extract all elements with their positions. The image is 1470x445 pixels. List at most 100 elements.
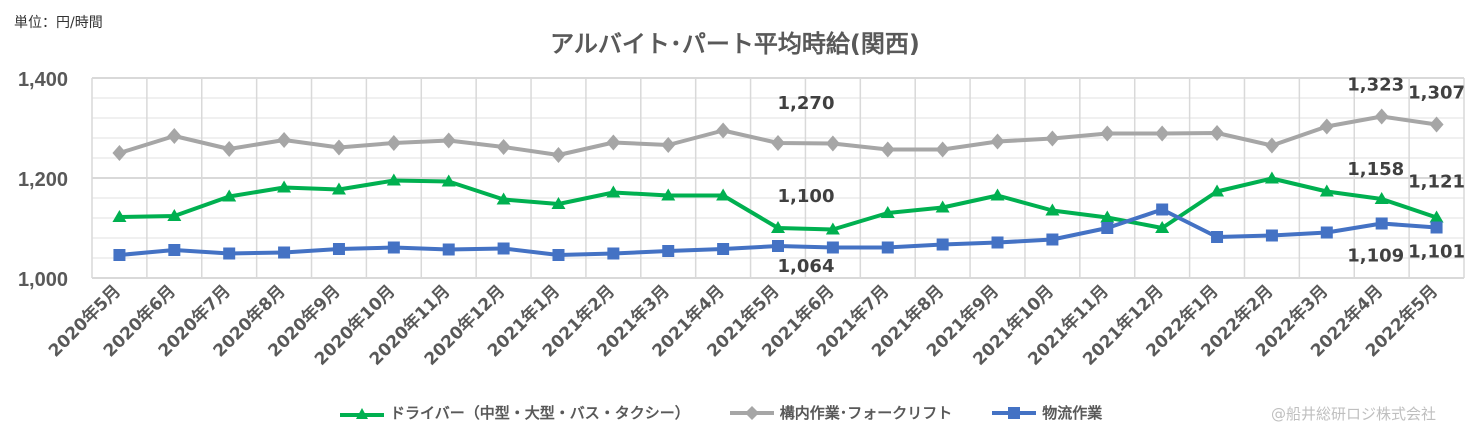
data-point-diamond [496,139,511,155]
data-point-square [991,236,1004,249]
data-label: 1,121 [1408,172,1465,193]
data-point-square [662,245,675,257]
data-point-triangle [1155,221,1170,233]
data-point-triangle [112,210,127,222]
square-marker-icon [992,406,1037,419]
legend-label: 物流作業 [1042,404,1103,422]
data-point-diamond [222,141,237,157]
data-point-triangle [1264,171,1279,184]
legend-label: 構内作業･フォークリフト [779,404,953,422]
data-point-diamond [1374,108,1389,125]
data-point-square [223,247,236,260]
legend-item-forklift[interactable]: 構内作業･フォークリフト [729,402,953,423]
data-point-square [1320,226,1333,239]
data-point-square [1430,221,1443,234]
legend-item-logistics[interactable]: 物流作業 [992,402,1102,423]
chart-title: アルバイト･パート平均時給(関西) [550,30,920,58]
data-label: 1,158 [1347,159,1404,180]
data-point-diamond [771,135,785,151]
diamond-marker-icon [729,405,774,420]
data-label: 1,100 [778,186,835,207]
unit-label: 単位：円/時間 [14,15,103,31]
data-point-diamond [1210,125,1225,141]
data-point-triangle [990,188,1005,201]
data-label: 1,307 [1408,83,1465,104]
data-point-square [1375,217,1388,230]
data-point-diamond [277,132,292,148]
data-point-triangle [496,192,511,205]
data-point-diamond [1100,125,1115,142]
data-point-square [387,241,400,254]
data-point-square [278,246,291,259]
data-point-diamond [1264,137,1279,154]
copyright-credit: @船井総研ロジ株式会社 [1270,405,1436,423]
data-point-triangle [1319,184,1334,197]
data-point-diamond [386,135,401,151]
data-point-triangle [1045,203,1060,216]
legend-item-driver[interactable]: ドライバー（中型・大型・バス・タクシー） [340,402,690,423]
data-label: 1,109 [1347,246,1404,267]
data-point-square [1156,203,1169,216]
data-point-triangle [441,174,456,187]
data-point-diamond [551,147,566,163]
data-point-triangle [1374,192,1389,204]
data-point-square [113,249,126,261]
data-point-triangle [880,206,895,218]
data-point-diamond [935,141,950,158]
data-point-diamond [167,128,182,144]
data-point-square [881,241,894,254]
data-point-diamond [880,141,895,158]
data-point-triangle [551,197,566,209]
data-point-square [607,247,620,260]
data-point-diamond [716,122,731,139]
y-tick-label: 1,200 [18,169,68,191]
data-label: 1,064 [778,256,835,277]
y-tick-label: 1,000 [18,269,68,291]
data-point-square [552,249,565,261]
data-point-square [1101,222,1114,234]
data-point-triangle [222,189,237,202]
data-point-triangle [1210,184,1225,197]
legend: ドライバー（中型・大型・バス・タクシー） 構内作業･フォークリフト 物流作業 [340,402,1102,423]
data-point-square [442,243,455,256]
y-tick-label: 1,400 [18,69,68,91]
legend-label: ドライバー（中型・大型・バス・タクシー） [390,404,690,422]
data-point-diamond [1319,118,1334,135]
data-point-triangle [825,222,840,235]
data-point-square [772,240,784,252]
data-point-triangle [661,188,676,201]
data-point-diamond [331,139,346,156]
data-point-triangle [935,200,950,213]
data-point-diamond [1155,125,1170,142]
data-point-triangle [1100,210,1115,223]
data-point-square [1046,233,1059,246]
data-point-square [1211,231,1224,243]
triangle-marker-icon [340,407,384,419]
data-point-square [936,238,949,251]
data-point-square [1265,229,1278,242]
data-point-triangle [386,173,401,186]
data-point-triangle [167,209,182,221]
data-point-diamond [1429,116,1444,133]
data-point-triangle [771,221,785,233]
data-point-square [826,241,839,254]
data-point-diamond [1045,130,1060,147]
data-point-diamond [825,135,840,152]
data-label: 1,101 [1408,242,1465,263]
data-point-diamond [112,145,127,161]
data-point-triangle [1429,210,1444,223]
data-label: 1,270 [778,93,835,114]
data-point-diamond [661,137,676,153]
data-point-square [168,244,181,256]
data-point-triangle [277,180,292,193]
data-point-triangle [331,182,346,195]
data-point-triangle [606,185,621,198]
data-point-diamond [606,134,621,151]
data-point-diamond [990,133,1005,150]
data-point-square [332,243,345,255]
data-point-triangle [716,188,731,201]
data-point-square [717,243,730,255]
data-label: 1,323 [1347,75,1404,96]
data-point-square [497,242,510,255]
